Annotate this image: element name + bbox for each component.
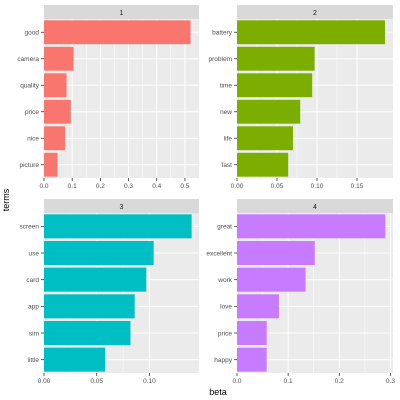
facet-strip-label: 1 [120,10,124,17]
y-tick-label-app: app [28,304,39,311]
x-axis-title: beta [209,387,227,397]
facet-strip-label: 4 [313,204,317,211]
y-tick-label-price: price [218,330,232,337]
bar-time [237,73,313,98]
x-tick-label: 0.4 [152,183,161,190]
y-tick-label-fast: fast [222,162,233,169]
facet-strip [237,199,393,213]
bar-love [237,294,279,319]
y-tick-label-nice: nice [27,136,39,143]
bar-screen [44,214,192,239]
y-tick-label-new: new [220,109,232,116]
x-tick-label: 0.2 [96,183,105,190]
bar-happy [237,347,267,372]
bar-battery [237,20,385,45]
x-tick-label: 0.00 [231,183,244,190]
y-tick-label-excellent: excellent [206,250,232,257]
bar-sim [44,321,131,345]
x-tick-label: 0.00 [38,378,51,385]
panel-background [44,19,199,178]
bar-nice [44,126,66,151]
bar-good [44,20,191,45]
bar-camera [44,46,74,71]
bar-use [44,241,154,265]
bar-excellent [237,241,315,265]
facet-strip-label: 3 [120,204,124,211]
y-tick-label-battery: battery [212,30,233,37]
bar-price [237,321,267,345]
x-tick-label: 0.3 [386,378,395,385]
facet-strip [237,5,393,19]
bar-problem [237,46,315,71]
x-tick-label: 0.0 [39,183,48,190]
y-tick-label-use: use [29,250,40,257]
y-tick-label-price: price [25,109,39,116]
bar-fast [237,152,289,177]
bar-card [44,267,147,292]
x-tick-label: 0.5 [180,183,189,190]
panel-background [44,213,199,373]
x-tick-label: 0.05 [90,378,103,385]
y-tick-label-camera: camera [17,56,39,63]
x-tick-label: 0.2 [335,378,344,385]
facet-strip-label: 2 [313,10,317,17]
y-tick-label-time: time [220,83,233,90]
y-tick-label-screen: screen [19,224,39,231]
y-tick-label-picture: picture [19,162,39,169]
y-tick-label-love: love [220,304,232,311]
bar-quality [44,73,67,98]
facet-strip [44,5,199,19]
bar-app [44,294,135,319]
x-tick-label: 0.10 [143,378,156,385]
y-tick-label-little: little [27,357,39,364]
y-tick-label-good: good [25,30,40,37]
y-tick-label-sim: sim [29,330,39,337]
y-tick-label-card: card [26,277,39,284]
bar-price [44,99,71,124]
y-tick-label-problem: problem [209,56,232,63]
y-tick-label-quality: quality [20,83,40,90]
y-tick-label-happy: happy [214,357,232,364]
y-tick-label-great: great [217,224,232,231]
bar-little [44,347,106,372]
panel-background [237,19,393,178]
y-tick-label-work: work [217,277,232,284]
y-tick-label-life: life [224,136,233,143]
x-tick-label: 0.3 [124,183,133,190]
x-tick-label: 0.1 [284,378,293,385]
panel-background [237,213,393,373]
x-tick-label: 0.1 [68,183,77,190]
bar-new [237,99,301,124]
y-axis-title: terms [1,188,11,211]
x-tick-label: 0.05 [271,183,284,190]
x-tick-label: 0.0 [232,378,241,385]
bar-great [237,214,386,239]
bar-work [237,267,306,292]
facet-strip [44,199,199,213]
x-tick-label: 0.10 [311,183,324,190]
bar-picture [44,152,58,177]
x-tick-label: 0.15 [351,183,364,190]
bar-life [237,126,293,151]
